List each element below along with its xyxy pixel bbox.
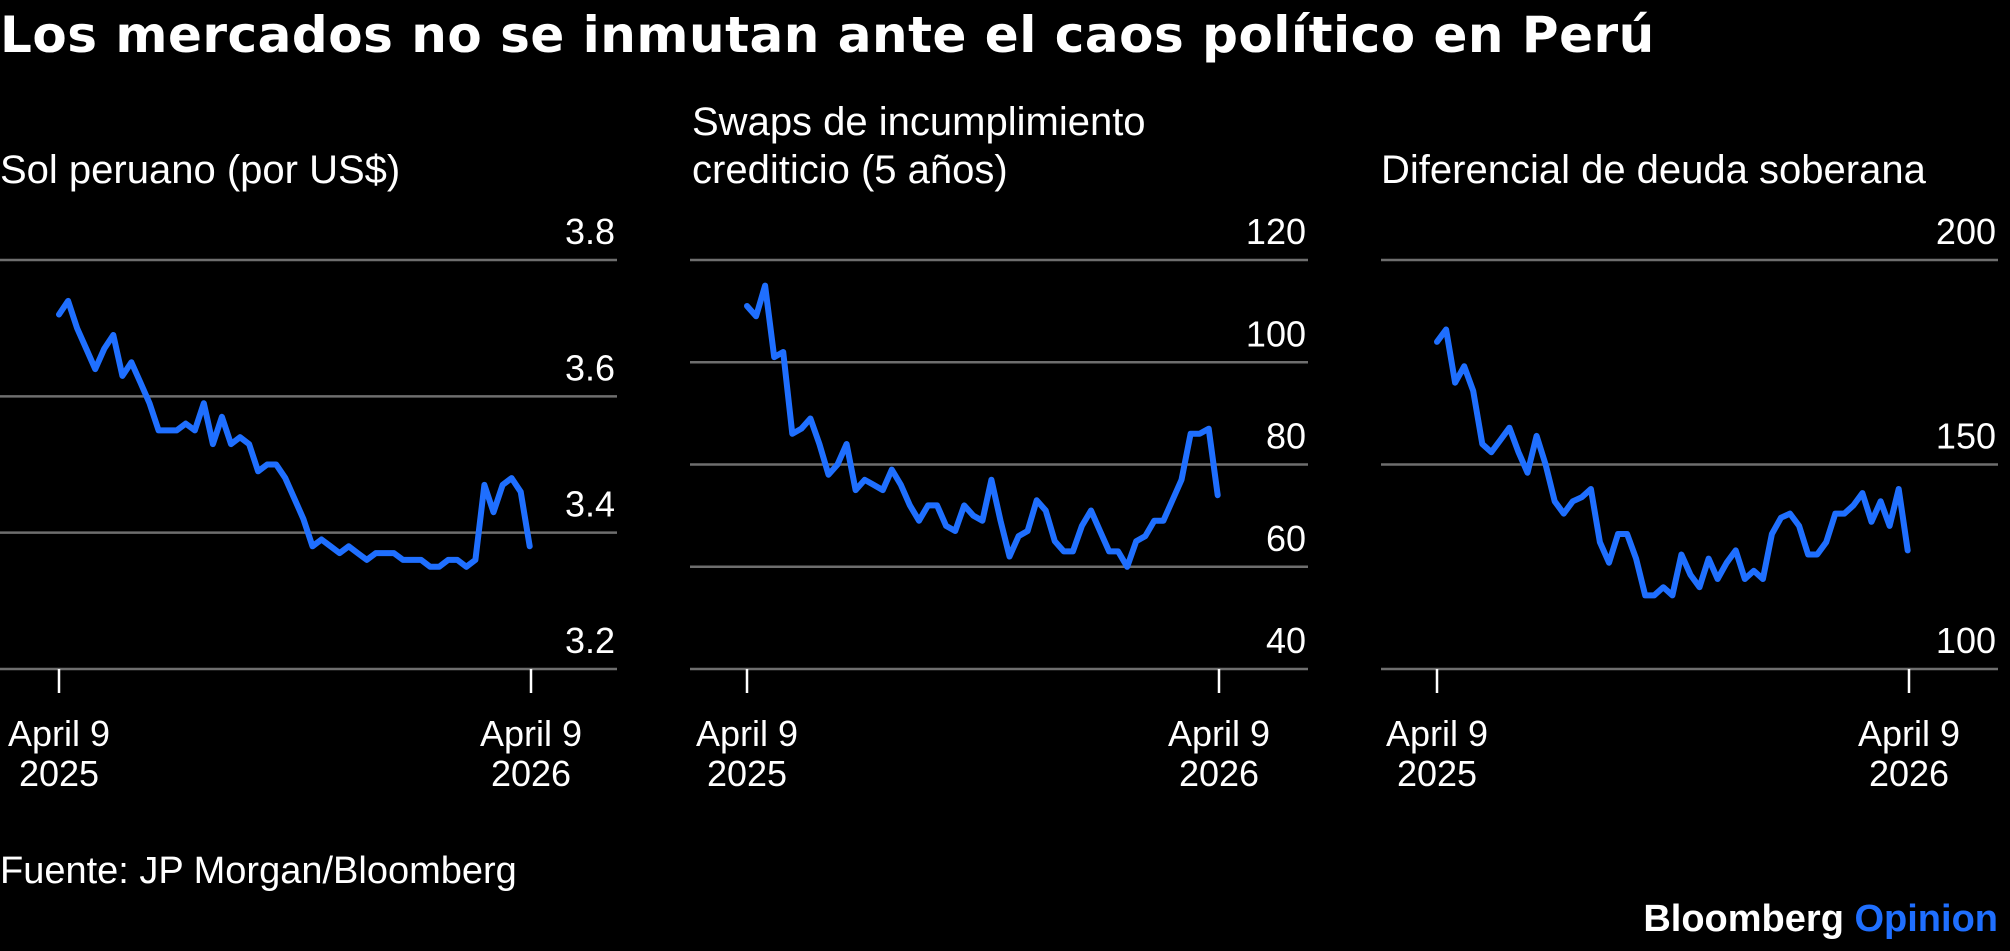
- y-tick-label: 120: [1246, 211, 1306, 252]
- x-tick-label: April 9: [480, 713, 582, 754]
- y-tick-label: 150: [1936, 416, 1996, 457]
- y-tick-label: 200: [1936, 211, 1996, 252]
- y-tick-label: 3.2: [565, 620, 615, 661]
- y-tick-label: 80: [1266, 416, 1306, 457]
- y-tick-label: 3.4: [565, 484, 615, 525]
- x-tick-label: 2025: [707, 753, 787, 794]
- y-tick-label: 40: [1266, 620, 1306, 661]
- y-tick-label: 3.6: [565, 347, 615, 388]
- brand-logo: Bloomberg Opinion: [1643, 898, 1998, 941]
- x-tick-label: 2026: [1179, 753, 1259, 794]
- y-tick-label: 60: [1266, 518, 1306, 559]
- x-tick-label: April 9: [1168, 713, 1270, 754]
- chart-title: Los mercados no se inmutan ante el caos …: [0, 6, 1655, 64]
- panel-2-title-line-1: Swaps de incumplimiento: [692, 100, 1146, 144]
- source-note: Fuente: JP Morgan/Bloomberg: [0, 850, 517, 892]
- brand-suffix: Opinion: [1854, 898, 1998, 940]
- panel-1-title: Sol peruano (por US$): [0, 146, 400, 194]
- series-line-2: [744, 282, 1221, 570]
- x-tick-label: April 9: [696, 713, 798, 754]
- panel-3-title-line: Diferencial de deuda soberana: [1381, 148, 1926, 192]
- x-tick-label: 2025: [19, 753, 99, 794]
- brand-name: Bloomberg: [1643, 898, 1844, 940]
- x-tick-label: April 9: [1386, 713, 1488, 754]
- y-tick-label: 100: [1936, 620, 1996, 661]
- panel-1-title-line: Sol peruano (por US$): [0, 148, 401, 192]
- panel-2-title: Swaps de incumplimiento crediticio (5 añ…: [692, 98, 1146, 194]
- y-tick-label: 100: [1246, 313, 1306, 354]
- series-line-3: [1434, 326, 1911, 599]
- x-tick-label: 2026: [1869, 753, 1949, 794]
- y-tick-label: 3.8: [565, 211, 615, 252]
- x-tick-label: 2026: [491, 753, 571, 794]
- x-tick-label: April 9: [1858, 713, 1960, 754]
- panel-3-title: Diferencial de deuda soberana: [1381, 146, 1926, 194]
- x-tick-label: April 9: [8, 713, 110, 754]
- x-tick-label: 2025: [1397, 753, 1477, 794]
- panel-2-title-line-2: crediticio (5 años): [692, 148, 1008, 192]
- series-line-1: [56, 297, 533, 570]
